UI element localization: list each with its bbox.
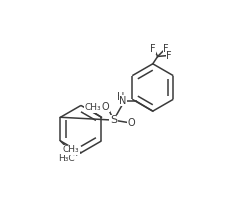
Text: F: F (166, 51, 172, 61)
Text: O: O (102, 102, 109, 112)
Text: H: H (117, 92, 124, 102)
Text: F: F (163, 44, 169, 54)
Text: H₃C: H₃C (59, 155, 75, 163)
Text: CH₃: CH₃ (63, 145, 79, 154)
Text: N: N (119, 96, 126, 106)
Text: CH₃: CH₃ (84, 103, 101, 112)
Text: O: O (127, 118, 135, 128)
Text: F: F (150, 44, 155, 54)
Text: S: S (110, 115, 117, 125)
